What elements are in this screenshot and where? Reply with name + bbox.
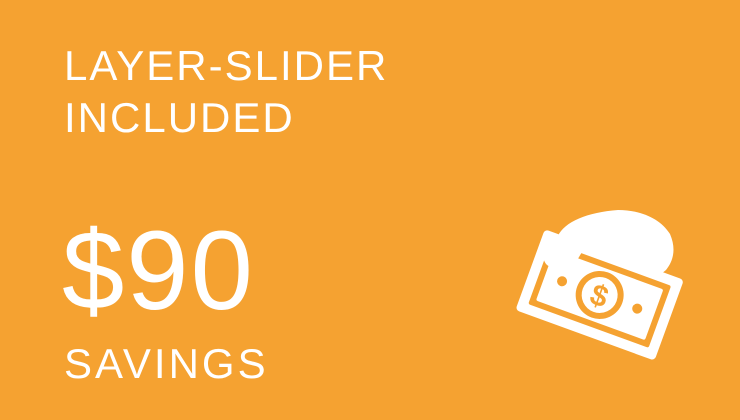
headline-line-1: LAYER-SLIDER [64, 42, 389, 89]
headline-line-2: INCLUDED [64, 94, 295, 141]
hand-shape [557, 210, 674, 278]
savings-amount: $90 [62, 208, 255, 333]
savings-caption: SAVINGS [64, 340, 269, 387]
headline: LAYER-SLIDER INCLUDED [64, 40, 388, 144]
thumb-shape [543, 240, 582, 270]
hand-holding-money-icon: $ [516, 210, 683, 360]
